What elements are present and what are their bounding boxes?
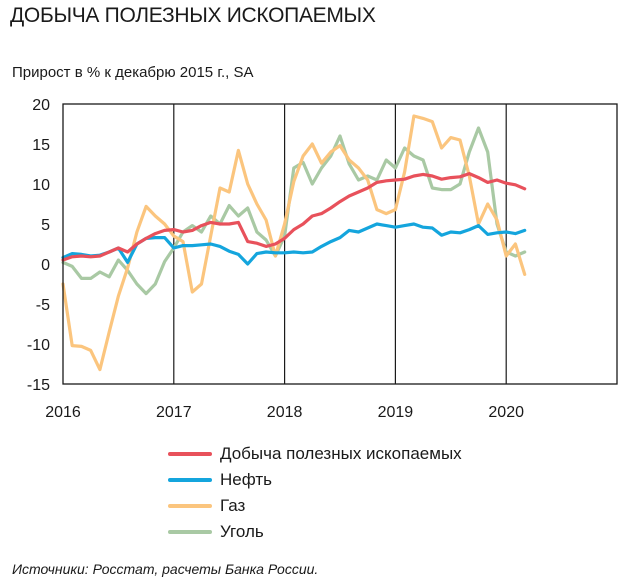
legend-label-gas: Газ: [220, 496, 246, 515]
legend: Добыча полезных ископаемых Нефть Газ Уго…: [168, 441, 462, 545]
y-tick-label: 20: [32, 97, 50, 114]
legend-swatch-coal: [168, 530, 212, 534]
x-tick-label: 2020: [488, 404, 524, 421]
series-line-mining: [61, 172, 527, 262]
x-tick-label: 2017: [156, 404, 192, 421]
legend-item-oil: Нефть: [168, 467, 462, 493]
legend-label-mining: Добыча полезных ископаемых: [220, 444, 462, 463]
legend-swatch-gas: [168, 504, 212, 508]
x-tick-label: 2018: [267, 404, 303, 421]
y-tick-label: 15: [32, 137, 50, 154]
y-tick-label: -10: [27, 337, 50, 354]
legend-swatch-mining: [168, 452, 212, 456]
y-tick-label: 0: [41, 257, 50, 274]
legend-item-gas: Газ: [168, 493, 462, 519]
legend-item-coal: Уголь: [168, 519, 462, 545]
legend-label-oil: Нефть: [220, 470, 272, 489]
y-tick-label: -5: [36, 297, 50, 314]
series-line-coal: [61, 126, 527, 296]
plot-frame: [62, 103, 618, 385]
legend-label-coal: Уголь: [220, 522, 264, 541]
y-tick-label: 5: [41, 217, 50, 234]
chart-subtitle: Прирост в % к декабрю 2015 г., SA: [12, 64, 254, 81]
y-axis-labels: 20 15 10 5 0 -5 -10 -15: [27, 97, 50, 394]
y-tick-label: 10: [32, 177, 50, 194]
x-tick-label: 2019: [378, 404, 414, 421]
x-tick-label: 2016: [45, 404, 81, 421]
source-note: Источники: Росстат, расчеты Банка России…: [12, 561, 319, 577]
legend-swatch-oil: [168, 478, 212, 482]
series-lines: [61, 114, 527, 372]
x-axis-labels: 2016 2017 2018 2019 2020: [45, 404, 524, 421]
chart-title: ДОБЫЧА ПОЛЕЗНЫХ ИСКОПАЕМЫХ: [10, 4, 376, 27]
series-line-gas: [61, 114, 527, 372]
grid: [173, 104, 507, 384]
y-tick-label: -15: [27, 377, 50, 394]
legend-item-mining: Добыча полезных ископаемых: [168, 441, 462, 467]
